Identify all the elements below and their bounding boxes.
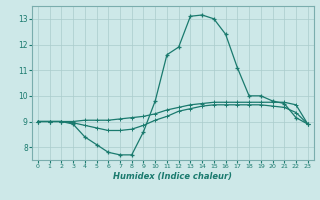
X-axis label: Humidex (Indice chaleur): Humidex (Indice chaleur) (113, 172, 232, 181)
